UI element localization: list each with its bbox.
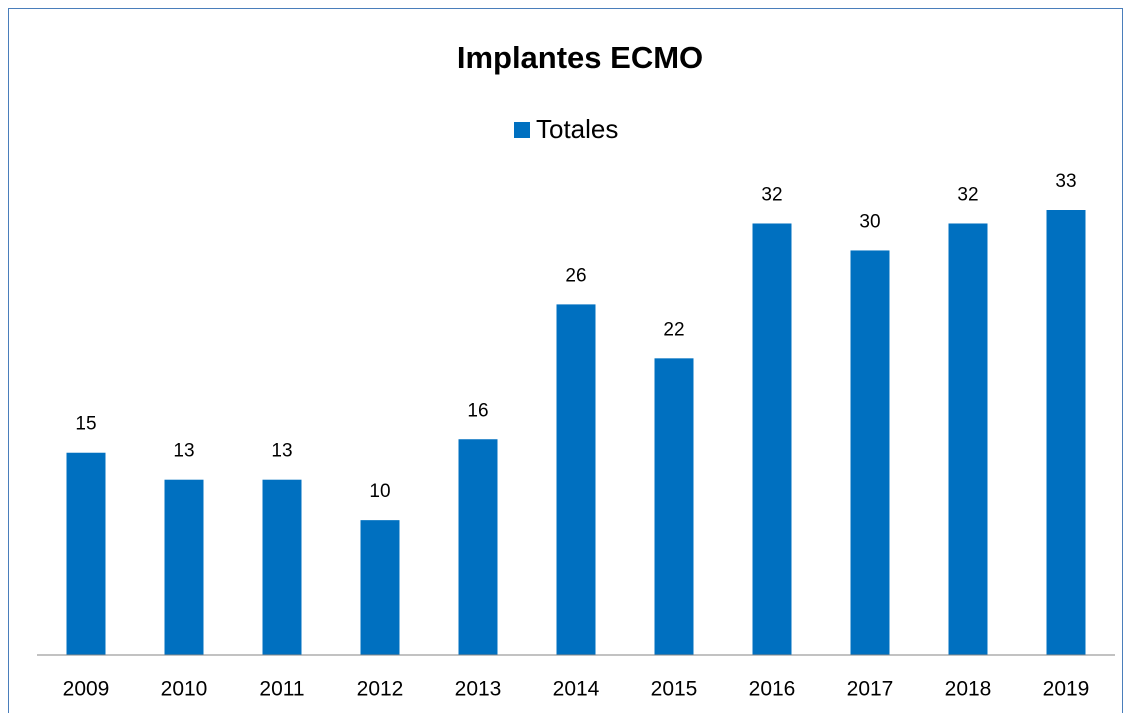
bar	[360, 520, 400, 655]
value-label: 22	[663, 319, 684, 340]
value-label: 30	[859, 211, 880, 232]
bar	[1046, 210, 1086, 655]
x-tick-label: 2010	[161, 678, 208, 701]
value-label: 32	[957, 185, 978, 206]
legend-label: Totales	[536, 114, 618, 144]
x-tick-label: 2017	[847, 678, 894, 701]
value-label: 13	[173, 441, 194, 462]
value-label: 13	[271, 441, 292, 462]
bar	[556, 304, 596, 655]
bar	[752, 223, 792, 655]
x-tick-label: 2014	[553, 678, 600, 701]
bar	[262, 479, 302, 655]
x-tick-label: 2018	[945, 678, 992, 701]
x-tick-label: 2011	[259, 678, 304, 701]
chart-title: Implantes ECMO	[457, 40, 703, 75]
value-label: 32	[761, 185, 782, 206]
value-label: 16	[467, 400, 488, 421]
bar	[458, 439, 498, 655]
bar	[850, 250, 890, 656]
legend-swatch	[514, 122, 530, 138]
value-label: 33	[1055, 171, 1076, 192]
bar	[164, 479, 204, 655]
bar	[66, 452, 106, 655]
value-label: 10	[369, 481, 390, 502]
x-tick-label: 2015	[651, 678, 698, 701]
value-label: 15	[75, 414, 96, 435]
x-tick-label: 2016	[749, 678, 796, 701]
bar	[948, 223, 988, 655]
x-tick-label: 2009	[63, 678, 110, 701]
bar	[654, 358, 694, 655]
x-tick-label: 2012	[357, 678, 404, 701]
x-tick-label: 2013	[455, 678, 502, 701]
x-tick-label: 2019	[1043, 678, 1090, 701]
value-label: 26	[565, 265, 586, 286]
